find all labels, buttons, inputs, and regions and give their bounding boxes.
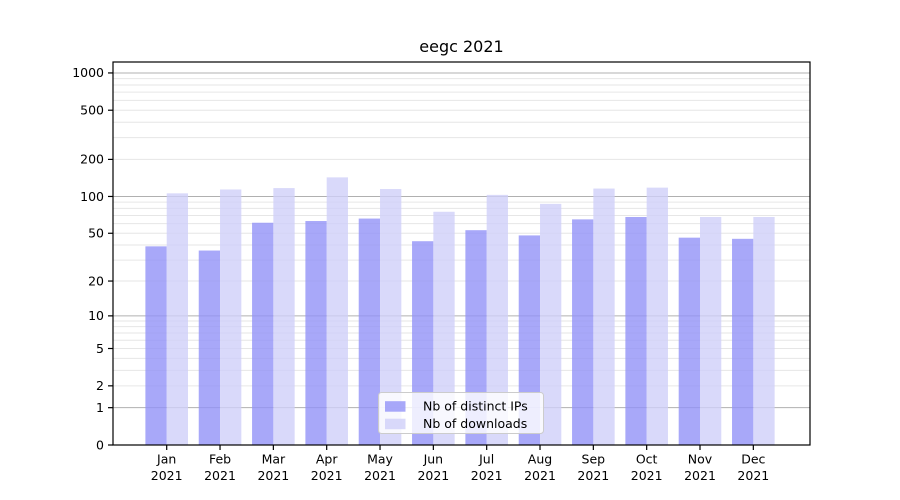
x-tick-label-month: Nov (688, 452, 713, 467)
x-tick-label-month: Mar (262, 452, 286, 467)
x-tick-label-month: Sep (582, 452, 606, 467)
x-tick-label-month: Feb (209, 452, 231, 467)
x-tick-label-year: 2021 (151, 468, 183, 483)
plot-border (112, 61, 811, 446)
bar-ips-apr (305, 221, 327, 445)
bar-downloads-jul (486, 194, 508, 445)
bar-downloads-feb (220, 189, 242, 445)
bar-ips-oct (625, 216, 647, 445)
x-tick-label-month: Dec (741, 452, 765, 467)
x-tick-label-month: Jul (478, 452, 494, 467)
bar-ips-mar (252, 222, 274, 445)
bar-downloads-dec (753, 216, 775, 445)
x-tick-label-year: 2021 (577, 468, 609, 483)
x-tick-label-month: Apr (316, 452, 338, 467)
bar-downloads-mar (273, 188, 295, 446)
x-tick-label-year: 2021 (204, 468, 236, 483)
y-tick-label: 500 (80, 103, 104, 118)
legend-box (378, 392, 544, 434)
x-tick-label-year: 2021 (311, 468, 343, 483)
bar-ips-dec (732, 238, 754, 445)
bar-ips-nov (678, 237, 700, 445)
bar-downloads-jun (433, 211, 455, 445)
x-tick-label-month: May (367, 452, 393, 467)
y-tick-label: 1000 (72, 65, 104, 80)
x-tick-label-year: 2021 (524, 468, 556, 483)
legend-swatch-ips (385, 401, 406, 412)
y-tick-label: 1 (96, 400, 104, 415)
bar-ips-jul (465, 230, 487, 445)
legend-swatch-downloads (385, 418, 406, 430)
chart-title: eegc 2021 (419, 37, 503, 56)
bar-ips-may (358, 218, 381, 445)
y-axis: 0 1 2 5 10 20 50 100 200 500 1000 (72, 65, 113, 452)
legend: Nb of distinct IPs Nb of downloads (378, 392, 544, 434)
bar-ips-jan (145, 246, 167, 445)
bar-downloads-aug (540, 203, 562, 445)
bar-downloads-apr (326, 177, 348, 446)
y-tick-label: 200 (80, 152, 104, 167)
bar-downloads-sep (593, 188, 615, 445)
y-tick-label: 5 (96, 341, 104, 356)
y-tick-label: 0 (96, 437, 104, 452)
y-tick-label: 50 (88, 226, 104, 241)
bar-ips-feb (198, 250, 221, 445)
x-tick-label-year: 2021 (257, 468, 289, 483)
y-tick-label: 2 (96, 378, 104, 393)
legend-label-downloads: Nb of downloads (423, 416, 527, 431)
legend-label-ips: Nb of distinct IPs (423, 398, 528, 413)
x-tick-label-year: 2021 (471, 468, 503, 483)
y-tick-label: 100 (80, 189, 104, 204)
x-tick-label-month: Aug (528, 452, 552, 467)
x-tick-label-year: 2021 (684, 468, 716, 483)
bar-downloads-may (380, 189, 402, 445)
x-tick-label-year: 2021 (737, 468, 769, 483)
bar-downloads-jan (166, 193, 188, 445)
x-tick-label-year: 2021 (417, 468, 449, 483)
x-tick-label-year: 2021 (364, 468, 396, 483)
x-tick-label-month: Jan (156, 452, 176, 467)
bar-downloads-nov (700, 216, 722, 445)
x-tick-label-year: 2021 (631, 468, 663, 483)
bar-ips-sep (572, 219, 594, 445)
x-axis: Jan2021Feb2021Mar2021Apr2021May2021Jun20… (151, 445, 769, 483)
bar-downloads-oct (646, 187, 668, 445)
x-tick-label-month: Oct (636, 452, 658, 467)
y-tick-label: 10 (88, 308, 104, 323)
y-tick-label: 20 (88, 273, 104, 288)
x-tick-label-month: Jun (423, 452, 444, 467)
